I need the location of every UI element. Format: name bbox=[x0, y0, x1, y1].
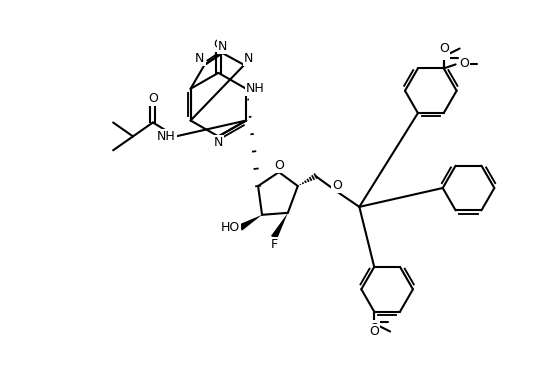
Text: F: F bbox=[271, 238, 278, 251]
Text: N: N bbox=[244, 52, 253, 65]
Text: N: N bbox=[218, 40, 227, 53]
Text: O: O bbox=[459, 57, 470, 70]
Polygon shape bbox=[271, 213, 288, 239]
Text: NH: NH bbox=[157, 130, 176, 143]
Text: O: O bbox=[439, 46, 449, 59]
Text: O: O bbox=[369, 325, 379, 337]
Text: N: N bbox=[214, 136, 223, 149]
Text: O: O bbox=[369, 321, 379, 334]
Text: N: N bbox=[195, 52, 204, 65]
Polygon shape bbox=[238, 215, 262, 231]
Text: O: O bbox=[214, 38, 223, 51]
Text: NH: NH bbox=[246, 82, 265, 95]
Text: O: O bbox=[332, 179, 342, 192]
Text: HO: HO bbox=[221, 221, 240, 234]
Text: O: O bbox=[274, 159, 284, 172]
Text: O: O bbox=[148, 92, 158, 105]
Text: O: O bbox=[439, 43, 449, 55]
